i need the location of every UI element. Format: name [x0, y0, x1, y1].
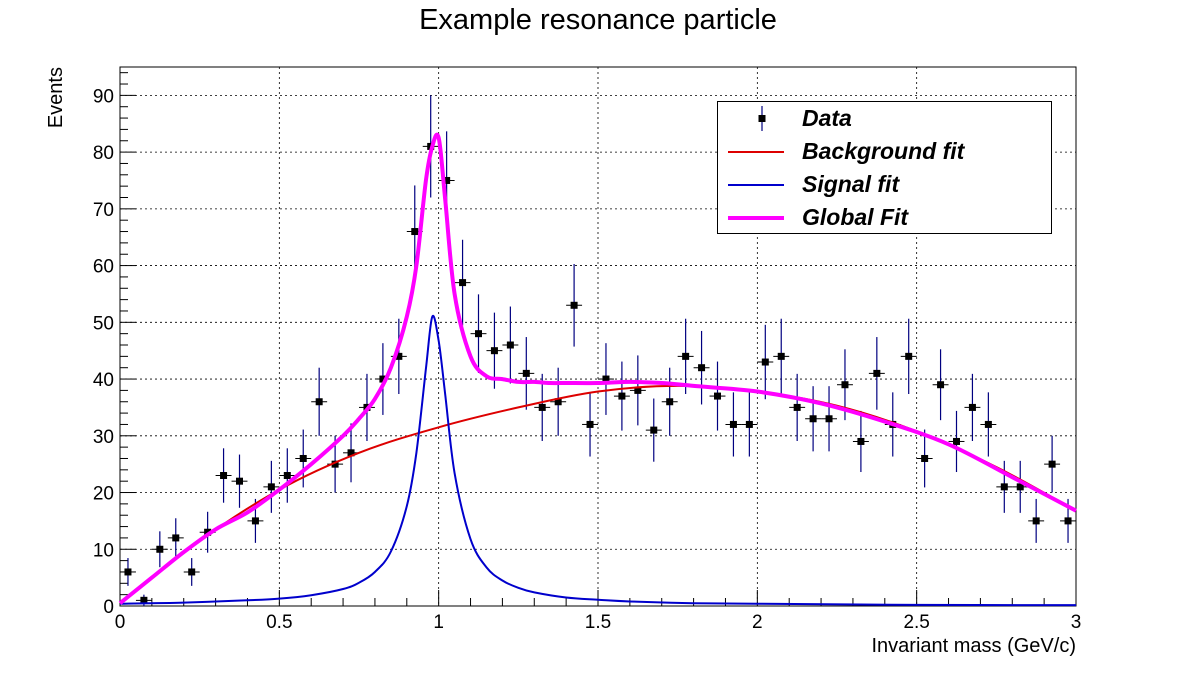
y-tick-label: 40 — [93, 370, 114, 391]
data-point — [220, 472, 228, 480]
x-tick-label: 3 — [1071, 612, 1082, 633]
data-point — [315, 398, 323, 406]
y-tick-label: 0 — [103, 597, 114, 618]
data-point — [156, 545, 164, 553]
legend-item-data: Data — [718, 102, 1051, 135]
data-point — [841, 381, 849, 389]
data-point — [1000, 483, 1008, 491]
data-point — [411, 228, 419, 236]
data-point — [698, 364, 706, 372]
data-point — [443, 176, 451, 184]
data-point — [140, 596, 148, 604]
data-point — [729, 420, 737, 428]
y-tick-label: 20 — [93, 484, 114, 505]
y-tick-label: 30 — [93, 427, 114, 448]
data-point — [968, 403, 976, 411]
data-point — [905, 352, 913, 360]
legend-label-signal: Signal fit — [802, 171, 900, 197]
data-point — [299, 454, 307, 462]
chart-title: Example resonance particle — [419, 4, 777, 36]
data-point — [953, 437, 960, 445]
data-point — [1064, 517, 1072, 525]
x-tick-label: 0.5 — [266, 612, 292, 633]
legend-swatch-background — [728, 151, 784, 153]
y-tick-label: 60 — [93, 257, 114, 278]
data-point — [331, 460, 339, 468]
data-point — [602, 375, 610, 383]
data-point — [490, 347, 498, 355]
legend-label-background: Background fit — [802, 138, 965, 164]
legend-label-data: Data — [802, 105, 852, 131]
data-point — [745, 420, 753, 428]
data-point — [347, 449, 355, 457]
data-point — [554, 398, 562, 406]
legend-swatch-signal — [728, 184, 784, 186]
data-point — [522, 369, 530, 377]
data-point — [251, 517, 259, 525]
y-tick-label: 10 — [93, 540, 114, 561]
global-fit-curve — [118, 132, 1077, 605]
y-tick-label: 70 — [93, 200, 114, 221]
data-point — [586, 420, 594, 428]
data-point — [650, 426, 658, 434]
data-point — [857, 437, 865, 445]
x-tick-label: 0 — [115, 612, 126, 633]
data-point — [793, 403, 801, 411]
data-point — [1032, 517, 1040, 525]
data-point — [283, 472, 291, 480]
data-point — [777, 352, 785, 360]
x-tick-label: 2 — [752, 612, 763, 633]
data-point — [809, 415, 817, 423]
data-point — [666, 398, 674, 406]
y-axis-label: Events — [45, 67, 67, 128]
data-point — [475, 330, 482, 338]
data-point — [395, 352, 403, 360]
legend-item-global-fit: Global Fit — [718, 201, 1051, 234]
data-point — [124, 568, 132, 576]
x-tick-label: 2.5 — [903, 612, 929, 633]
data-point — [634, 386, 642, 394]
data-point — [459, 279, 467, 287]
data-point — [236, 477, 243, 485]
legend-marker-data — [758, 106, 766, 131]
data-point — [921, 454, 929, 462]
data-point — [538, 403, 546, 411]
data-point — [761, 358, 769, 366]
data-point — [825, 415, 833, 423]
signal-fit-curve — [119, 314, 1077, 607]
legend-item-signal-fit: Signal fit — [718, 168, 1051, 201]
legend-label-global: Global Fit — [802, 204, 909, 230]
x-tick-label: 1 — [433, 612, 444, 633]
data-point — [1048, 460, 1056, 468]
data-point — [937, 381, 945, 389]
data-point — [984, 420, 992, 428]
data-point — [267, 483, 275, 491]
data-point — [570, 301, 578, 309]
y-tick-label: 80 — [93, 143, 114, 164]
data-point — [714, 392, 721, 400]
x-axis-label: Invariant mass (GeV/c) — [871, 635, 1076, 657]
data-point — [1016, 483, 1024, 491]
data-point — [188, 568, 196, 576]
data-point — [506, 341, 514, 349]
data-point — [379, 375, 387, 383]
legend-swatch-global — [728, 216, 784, 220]
y-tick-label: 90 — [93, 86, 114, 107]
data-point — [618, 392, 626, 400]
data-point — [682, 352, 690, 360]
x-tick-label: 1.5 — [585, 612, 611, 633]
data-point — [172, 534, 180, 542]
data-point — [873, 369, 881, 377]
y-tick-label: 50 — [93, 313, 114, 334]
legend-item-background-fit: Background fit — [718, 135, 1051, 168]
legend: Data Background fit Signal fit Global Fi… — [717, 101, 1052, 234]
